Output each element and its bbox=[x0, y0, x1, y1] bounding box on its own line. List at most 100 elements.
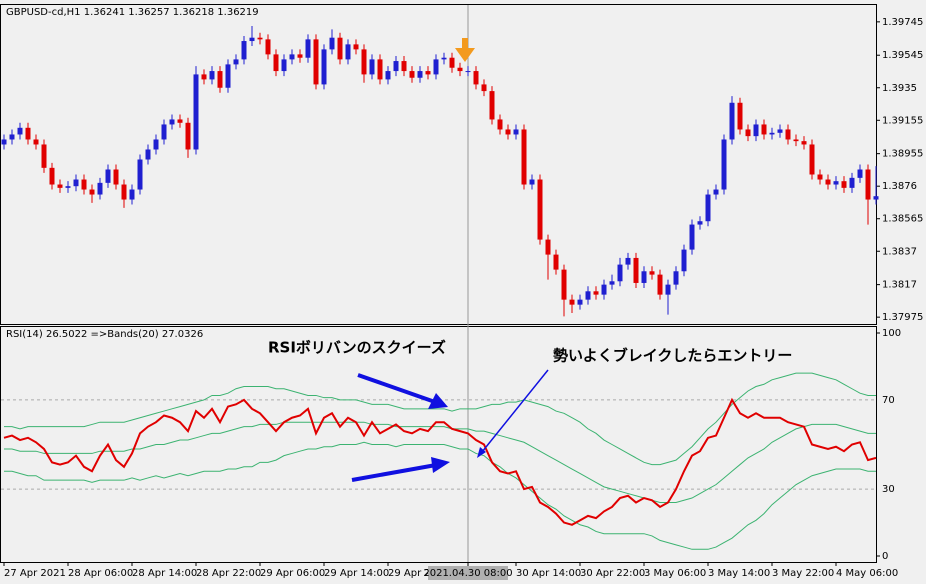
y-tick-label: 1.38955 bbox=[882, 149, 923, 160]
candle-body bbox=[497, 119, 503, 130]
arrow bbox=[357, 373, 436, 404]
candle-body bbox=[753, 124, 759, 137]
candle-body bbox=[313, 39, 319, 85]
candle-body bbox=[673, 271, 679, 285]
candle-body bbox=[561, 269, 567, 300]
candle-body bbox=[273, 54, 279, 72]
candle-body bbox=[593, 291, 599, 295]
y-tick-label: 1.3837 bbox=[882, 246, 917, 257]
candle-body bbox=[777, 129, 783, 133]
candle-body bbox=[185, 122, 191, 150]
candle-body bbox=[505, 129, 511, 135]
candle-body bbox=[833, 181, 839, 185]
candle-body bbox=[625, 257, 631, 265]
y-tick-label: 1.39745 bbox=[882, 17, 923, 28]
rsi-line bbox=[4, 372, 876, 466]
y-tick-label: 1.39155 bbox=[882, 115, 923, 126]
candle-body bbox=[89, 189, 95, 195]
x-tick-label: 28 Apr 14:00 bbox=[132, 568, 197, 579]
candle-body bbox=[489, 91, 495, 120]
candle-body bbox=[409, 71, 415, 78]
candle-body bbox=[721, 139, 727, 190]
y-tick-label: 1.3817 bbox=[882, 280, 917, 291]
x-tick-label: 29 Apr 14:00 bbox=[324, 568, 389, 579]
candle-body bbox=[385, 71, 391, 80]
candle-body bbox=[329, 37, 335, 50]
x-tick-label: 3 May 06:00 bbox=[644, 568, 706, 579]
x-tick-label: 2021.04.30 08:00 bbox=[423, 568, 512, 579]
candle-body bbox=[713, 189, 719, 195]
candle-body bbox=[353, 44, 359, 50]
candle-body bbox=[793, 139, 799, 142]
arrows bbox=[351, 38, 549, 482]
candle-body bbox=[689, 224, 695, 250]
candle-body bbox=[65, 186, 71, 188]
candle-body bbox=[657, 274, 663, 295]
candle-body bbox=[633, 257, 639, 283]
y-tick-label: 100 bbox=[882, 328, 901, 339]
candle-body bbox=[161, 124, 167, 140]
candle-body bbox=[649, 271, 655, 275]
candle-body bbox=[377, 59, 383, 80]
x-tick-label: 28 Apr 22:00 bbox=[196, 568, 261, 579]
candle-body bbox=[33, 139, 39, 145]
candle-body bbox=[137, 159, 143, 190]
x-tick-label: 29 Apr 22:00 bbox=[388, 568, 453, 579]
candle-body bbox=[337, 37, 343, 60]
candle-body bbox=[473, 71, 479, 85]
arrow-head bbox=[431, 457, 450, 473]
candle-body bbox=[249, 37, 255, 42]
candle-body bbox=[553, 254, 559, 270]
candle-body bbox=[97, 182, 103, 195]
candle-body bbox=[241, 41, 247, 60]
candle-body bbox=[665, 284, 671, 295]
candle-body bbox=[57, 184, 63, 188]
candle-body bbox=[113, 169, 119, 185]
rsi-title: RSI(14) 26.5022 =>Bands(20) 27.0326 bbox=[6, 329, 203, 340]
annotation: 勢いよくブレイクしたらエントリー bbox=[553, 347, 792, 365]
candle-body bbox=[857, 169, 863, 178]
candle-body bbox=[49, 167, 55, 185]
candle-body bbox=[265, 39, 271, 55]
candle-body bbox=[457, 67, 463, 72]
candle-body bbox=[705, 194, 711, 222]
rsi-line bbox=[3, 397, 877, 526]
candle-body bbox=[537, 179, 543, 240]
candle-body bbox=[305, 39, 311, 58]
arrow bbox=[351, 463, 437, 482]
candle-body bbox=[849, 177, 855, 188]
candle-body bbox=[17, 127, 23, 135]
candle-body bbox=[441, 57, 447, 60]
candle-body bbox=[681, 249, 687, 272]
candle-body bbox=[817, 174, 823, 180]
arrow-head bbox=[428, 393, 448, 409]
candle-body bbox=[585, 291, 591, 300]
rsi-pane bbox=[0, 326, 877, 563]
candle-body bbox=[369, 59, 375, 75]
candle-body bbox=[513, 129, 519, 135]
y-tick-label: 0 bbox=[882, 551, 888, 562]
candle-body bbox=[729, 102, 735, 140]
x-tick-label: 3 May 22:00 bbox=[772, 568, 834, 579]
candle-body bbox=[393, 61, 399, 72]
candle-body bbox=[617, 264, 623, 282]
candle-body bbox=[801, 141, 807, 145]
candle-body bbox=[761, 124, 767, 135]
y-tick-label: 70 bbox=[882, 395, 895, 406]
price-pane bbox=[0, 4, 877, 325]
candle-body bbox=[769, 132, 775, 135]
candle-body bbox=[737, 102, 743, 130]
candle-body bbox=[361, 49, 367, 75]
y-tick-label: 1.3876 bbox=[882, 181, 917, 192]
candle-body bbox=[169, 119, 175, 125]
rsi-line bbox=[4, 441, 876, 550]
candle-body bbox=[825, 179, 831, 185]
rsi-line bbox=[4, 421, 876, 503]
price-title: GBPUSD-cd,H1 1.36241 1.36257 1.36218 1.3… bbox=[6, 7, 259, 18]
candle-body bbox=[433, 59, 439, 75]
y-tick-label: 1.38565 bbox=[882, 214, 923, 225]
candle-body bbox=[873, 196, 879, 200]
candle-body bbox=[121, 184, 127, 200]
candle-body bbox=[209, 71, 215, 80]
